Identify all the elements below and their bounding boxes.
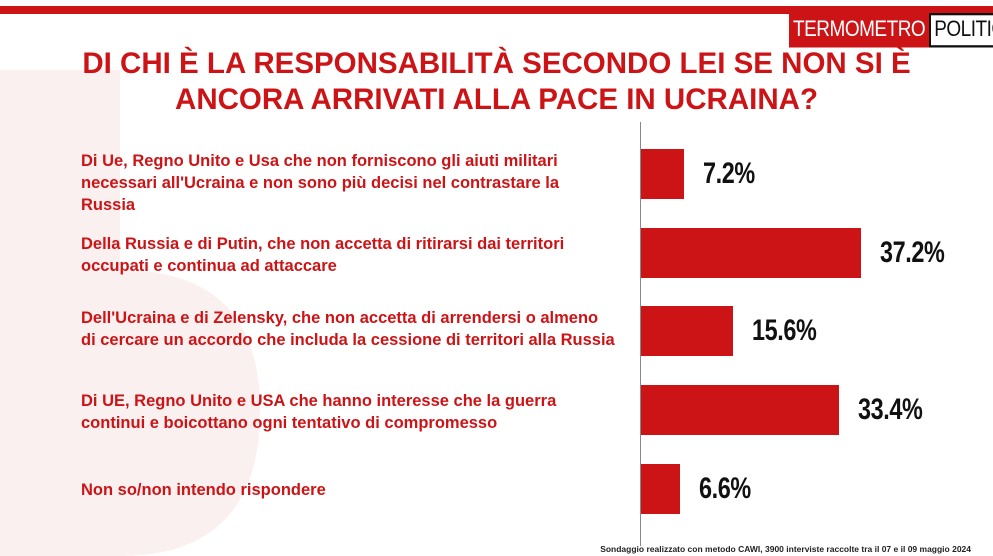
bar xyxy=(641,385,839,435)
value-label: 6.6% xyxy=(699,472,751,505)
bar xyxy=(641,464,681,514)
chart-axis-line xyxy=(640,122,641,546)
brand-logo-part1: TERMOMETRO xyxy=(789,13,930,48)
bar xyxy=(641,228,862,278)
value-label: 15.6% xyxy=(752,314,817,347)
category-label: Dell'Ucraina e di Zelensky, che non acce… xyxy=(81,309,615,349)
watermark-logo xyxy=(0,70,260,556)
value-label: 7.2% xyxy=(702,157,755,190)
value-label: 37.2% xyxy=(880,236,945,269)
top-accent-bar xyxy=(0,6,993,14)
chart-title: DI CHI È LA RESPONSABILITÀ SECONDO LEI S… xyxy=(20,46,973,118)
category-label: Di Ue, Regno Unito e Usa che non fornisc… xyxy=(81,152,560,214)
bar xyxy=(641,306,734,356)
category-label: Di UE, Regno Unito e USA che hanno inter… xyxy=(81,392,557,432)
category-label: Della Russia e di Putin, che non accetta… xyxy=(81,235,565,275)
chart-title-line1: DI CHI È LA RESPONSABILITÀ SECONDO LEI S… xyxy=(82,47,911,80)
bar xyxy=(641,149,684,199)
brand-logo-part2: POLITICO xyxy=(929,13,993,48)
value-label: 33.4% xyxy=(857,393,923,426)
survey-footnote: Sondaggio realizzato con metodo CAWI, 39… xyxy=(600,544,971,554)
category-label: Non so/non intendo rispondere xyxy=(81,481,326,499)
chart-title-line2: ANCORA ARRIVATI ALLA PACE IN UCRAINA? xyxy=(175,83,818,116)
brand-logo: TERMOMETRO POLITICO xyxy=(789,13,993,48)
